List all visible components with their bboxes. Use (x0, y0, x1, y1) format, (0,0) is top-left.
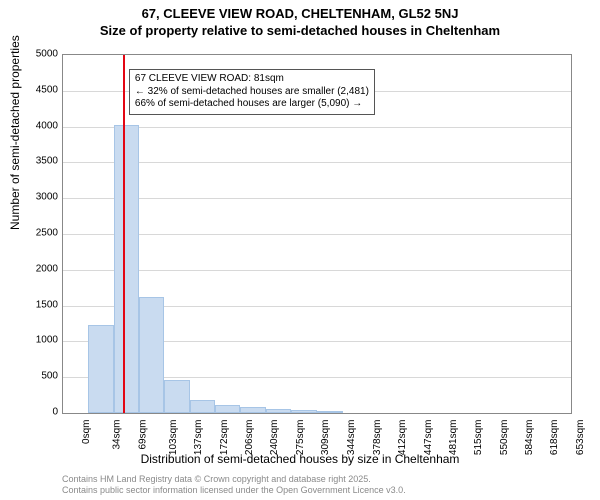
plot-area: 67 CLEEVE VIEW ROAD: 81sqm← 32% of semi-… (62, 54, 572, 414)
y-tick-label: 0 (52, 407, 58, 418)
annotation-box: 67 CLEEVE VIEW ROAD: 81sqm← 32% of semi-… (129, 69, 375, 115)
gridline (63, 234, 571, 235)
x-tick-label: 481sqm (448, 420, 459, 456)
x-tick-label: 206sqm (244, 420, 255, 456)
histogram-bar (190, 400, 215, 413)
gridline (63, 162, 571, 163)
x-tick-label: 240sqm (270, 420, 281, 456)
y-tick-label: 2500 (36, 228, 58, 239)
annotation-line2: ← 32% of semi-detached houses are smalle… (135, 86, 369, 99)
y-tick-label: 4500 (36, 84, 58, 95)
histogram-bar (164, 380, 190, 413)
annotation-line1: 67 CLEEVE VIEW ROAD: 81sqm (135, 73, 369, 86)
y-tick-label: 3500 (36, 156, 58, 167)
property-marker-line (123, 55, 125, 413)
x-tick-label: 584sqm (524, 420, 535, 456)
chart-title-block: 67, CLEEVE VIEW ROAD, CHELTENHAM, GL52 5… (0, 0, 600, 40)
y-tick-label: 5000 (36, 49, 58, 60)
title-line-1: 67, CLEEVE VIEW ROAD, CHELTENHAM, GL52 5… (0, 6, 600, 23)
gridline (63, 270, 571, 271)
y-tick-label: 3000 (36, 192, 58, 203)
chart-container: 67, CLEEVE VIEW ROAD, CHELTENHAM, GL52 5… (0, 0, 600, 500)
x-tick-label: 275sqm (295, 420, 306, 456)
x-tick-label: 550sqm (499, 420, 510, 456)
annotation-line3: 66% of semi-detached houses are larger (… (135, 98, 369, 111)
y-tick-label: 4000 (36, 120, 58, 131)
gridline (63, 198, 571, 199)
histogram-bar (215, 405, 240, 413)
x-tick-label: 69sqm (138, 420, 149, 450)
x-tick-label: 172sqm (219, 420, 230, 456)
title-line-2: Size of property relative to semi-detach… (0, 23, 600, 40)
y-axis-label: Number of semi-detached properties (8, 35, 22, 230)
y-tick-label: 1000 (36, 335, 58, 346)
x-tick-label: 34sqm (112, 420, 123, 450)
y-tick-label: 1500 (36, 299, 58, 310)
x-tick-label: 137sqm (193, 420, 204, 456)
gridline (63, 127, 571, 128)
x-tick-label: 412sqm (397, 420, 408, 456)
attribution-line-1: Contains HM Land Registry data © Crown c… (62, 474, 406, 485)
histogram-bar (240, 407, 266, 413)
y-tick-label: 500 (41, 371, 58, 382)
x-tick-label: 653sqm (575, 420, 586, 456)
histogram-bar (88, 325, 114, 413)
histogram-bar (139, 297, 164, 413)
histogram-bar (317, 411, 342, 413)
y-tick-label: 2000 (36, 263, 58, 274)
histogram-bar (114, 125, 139, 413)
x-tick-label: 515sqm (473, 420, 484, 456)
x-tick-label: 344sqm (346, 420, 357, 456)
attribution-block: Contains HM Land Registry data © Crown c… (62, 474, 406, 496)
x-tick-label: 309sqm (321, 420, 332, 456)
x-tick-label: 378sqm (372, 420, 383, 456)
x-axis-label: Distribution of semi-detached houses by … (0, 452, 600, 466)
histogram-bar (291, 410, 317, 413)
x-tick-label: 103sqm (168, 420, 179, 456)
histogram-bar (266, 409, 291, 413)
attribution-line-2: Contains public sector information licen… (62, 485, 406, 496)
x-tick-label: 618sqm (549, 420, 560, 456)
x-tick-label: 0sqm (81, 420, 92, 444)
x-tick-label: 447sqm (423, 420, 434, 456)
